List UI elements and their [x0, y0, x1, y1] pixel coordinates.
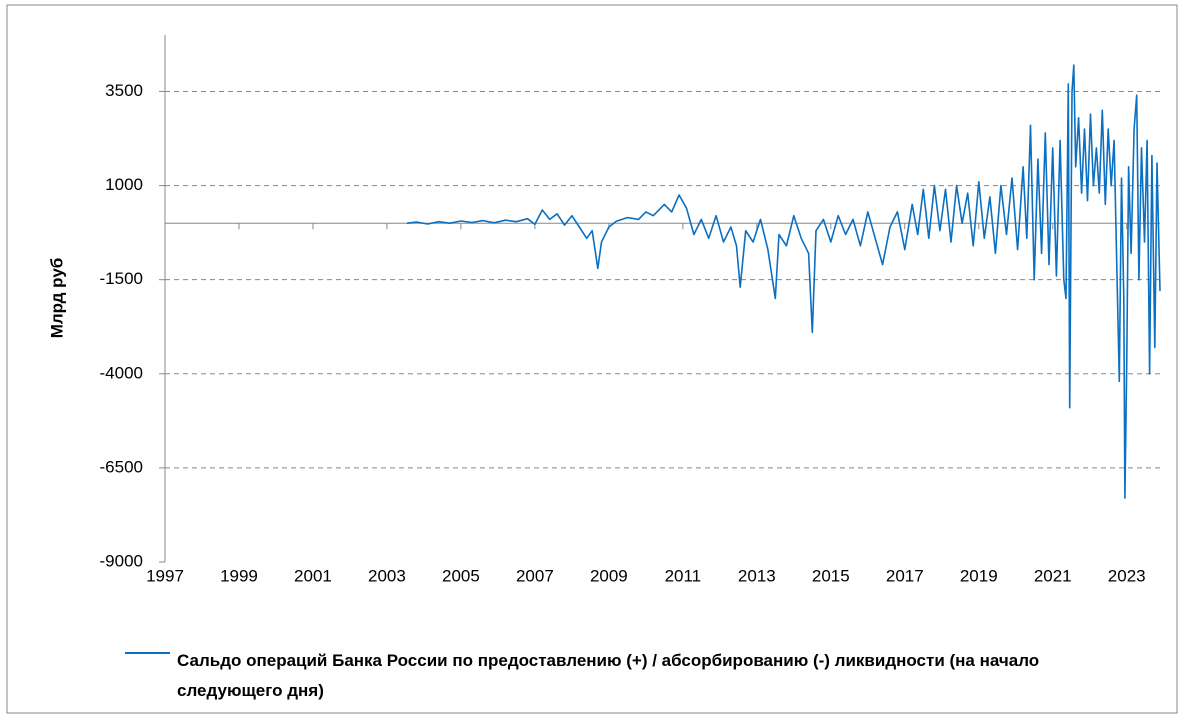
y-tick-label: -4000	[100, 363, 143, 382]
data-line	[406, 64, 1161, 499]
x-tick-label: 1999	[220, 566, 258, 585]
x-tick-label: 2017	[886, 566, 924, 585]
x-tick-label: 2013	[738, 566, 776, 585]
x-tick-label: 2001	[294, 566, 332, 585]
y-tick-label: 1000	[105, 175, 143, 194]
x-tick-label: 2015	[812, 566, 850, 585]
y-axis-label: Млрд руб	[47, 258, 66, 339]
x-tick-label: 2021	[1034, 566, 1072, 585]
x-tick-label: 2011	[665, 566, 702, 585]
chart-frame	[6, 4, 1178, 714]
x-tick-label: 2009	[590, 566, 628, 585]
y-tick-label: 3500	[105, 81, 143, 100]
y-tick-label: -1500	[100, 269, 143, 288]
legend-label: Сальдо операций Банка России по предоста…	[177, 651, 1040, 700]
y-tick-label: -9000	[100, 551, 143, 570]
x-tick-label: 1997	[146, 566, 184, 585]
x-tick-label: 2007	[516, 566, 554, 585]
x-tick-label: 2019	[960, 566, 998, 585]
x-tick-label: 2023	[1108, 566, 1146, 585]
y-tick-label: -6500	[100, 457, 143, 476]
x-tick-label: 2005	[442, 566, 480, 585]
x-tick-label: 2003	[368, 566, 406, 585]
